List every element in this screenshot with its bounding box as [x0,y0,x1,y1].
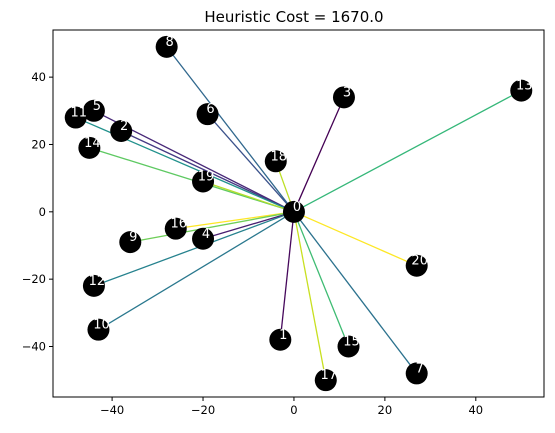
node-label-16: 16 [170,217,187,232]
x-tick-label: −20 [191,403,215,417]
node-3 [332,86,355,109]
node-12 [82,274,105,297]
node-label-2: 2 [120,119,128,134]
y-tick-label: 20 [31,137,46,151]
edge-0-6 [207,113,295,213]
node-6 [196,103,219,126]
x-tick-label: 20 [378,403,393,417]
node-label-7: 7 [416,361,424,376]
node-17 [314,369,337,392]
edge-0-4 [202,211,295,240]
node-1 [269,328,292,351]
node-label-15: 15 [343,334,360,349]
x-tick-label: 40 [468,403,483,417]
y-tick-label: 0 [39,205,46,219]
edge-0-7 [293,211,418,374]
node-15 [337,335,360,358]
node-label-20: 20 [411,254,428,269]
node-label-11: 11 [70,106,87,121]
edge-0-3 [293,97,345,213]
edge-0-1 [279,211,295,340]
node-4 [192,227,215,250]
node-13 [510,79,533,102]
edge-0-10 [98,211,295,331]
node-label-12: 12 [89,274,106,289]
node-9 [119,231,142,254]
node-7 [405,362,428,385]
edge-0-9 [130,211,295,243]
node-16 [164,217,187,240]
edge-0-20 [293,211,417,267]
node-label-18: 18 [270,149,287,164]
node-2 [110,120,133,143]
node-label-17: 17 [321,368,338,383]
edge-0-14 [89,147,295,213]
node-label-5: 5 [93,99,101,114]
y-tick-label: −20 [22,272,46,286]
node-14 [78,136,101,159]
chart-title: Heuristic Cost = 1670.0 [204,8,383,26]
node-19 [192,170,215,193]
edge-0-15 [293,211,350,347]
node-0 [282,200,305,223]
node-8 [155,35,178,58]
node-10 [87,318,110,341]
node-18 [264,150,287,173]
edge-0-8 [166,46,295,213]
edge-0-11 [75,116,295,213]
edge-0-19 [202,180,295,213]
node-11 [64,106,87,129]
node-5 [82,99,105,122]
node-label-3: 3 [343,85,351,100]
node-label-9: 9 [129,230,137,245]
node-label-1: 1 [279,328,287,343]
node-label-6: 6 [206,102,214,117]
node-label-0: 0 [293,200,301,215]
x-tick-label: −40 [100,403,124,417]
edge-0-16 [175,211,295,230]
edge-0-2 [120,130,295,213]
node-label-14: 14 [84,136,101,151]
node-label-10: 10 [93,318,110,333]
y-tick-label: 40 [31,70,46,84]
edge-0-17 [293,211,327,381]
node-20 [405,254,428,277]
node-label-13: 13 [516,79,533,94]
node-label-8: 8 [166,35,174,50]
node-label-4: 4 [202,227,210,242]
node-label-19: 19 [198,170,215,185]
x-tick-label: 0 [290,403,297,417]
y-tick-label: −40 [22,339,46,353]
axes-frame [52,29,545,398]
edge-0-12 [93,211,295,287]
edge-0-13 [293,90,522,213]
